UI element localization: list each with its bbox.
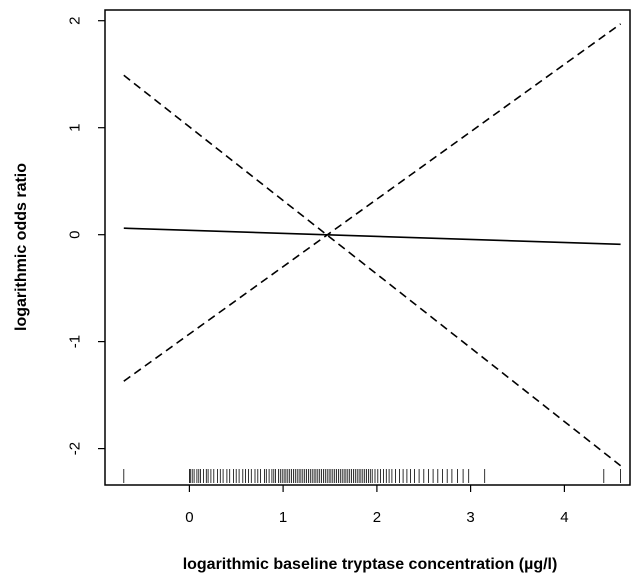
x-tick-label: 0 bbox=[185, 509, 193, 526]
series-lines bbox=[123, 23, 622, 467]
x-tick-label: 4 bbox=[560, 509, 568, 526]
y-tick-label: -2 bbox=[66, 442, 83, 455]
x-tick-label: 1 bbox=[279, 509, 287, 526]
x-axis: 0 1 2 3 4 bbox=[185, 485, 569, 526]
y-tick-label: 0 bbox=[66, 231, 83, 239]
series-line-1 bbox=[123, 227, 621, 246]
x-axis-title: logarithmic baseline tryptase concentrat… bbox=[183, 556, 558, 573]
series-line-2 bbox=[123, 23, 622, 382]
y-tick-label: -1 bbox=[66, 335, 83, 348]
x-tick-label: 2 bbox=[373, 509, 381, 526]
y-axis-title: logarithmic odds ratio bbox=[13, 163, 30, 331]
y-tick-label: 2 bbox=[66, 17, 83, 25]
plot-frame bbox=[104, 9, 631, 486]
y-axis: -2 -1 0 1 2 bbox=[66, 17, 105, 455]
x-tick-label: 3 bbox=[466, 509, 474, 526]
rug-marks bbox=[123, 469, 621, 483]
y-tick-label: 1 bbox=[66, 124, 83, 132]
series-line-3 bbox=[123, 74, 622, 467]
